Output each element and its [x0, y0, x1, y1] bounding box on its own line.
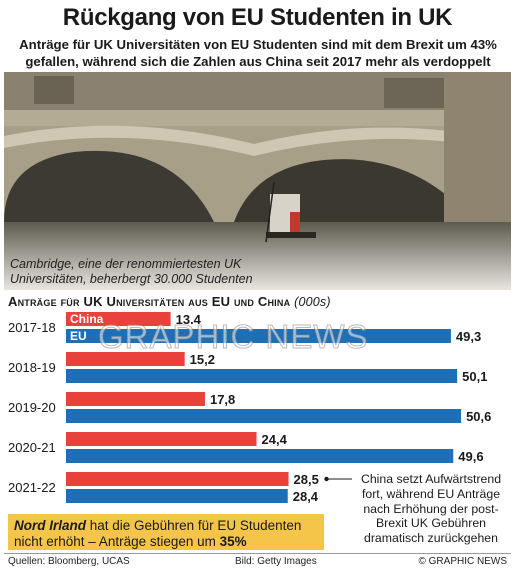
- data-label: 50,1: [462, 369, 487, 384]
- chart-title: Anträge für UK Universitäten aus EU und …: [8, 294, 331, 309]
- category-label: 2019-20: [8, 400, 56, 415]
- series-label: EU: [70, 329, 87, 343]
- data-label: 28,4: [293, 489, 319, 504]
- category-label: 2020-21: [8, 440, 56, 455]
- category-label: 2018-19: [8, 360, 56, 375]
- data-label: 49,3: [456, 329, 481, 344]
- category-label: 2017-18: [8, 320, 56, 335]
- bar-china: [66, 352, 185, 366]
- bar-eu: [66, 329, 451, 343]
- note-box: [8, 514, 324, 550]
- photo-caption: Cambridge, eine der renommiertesten UK U…: [10, 257, 253, 286]
- note-body: hat die Gebühren für EU Studenten nicht …: [14, 518, 302, 549]
- bar-eu: [66, 449, 454, 463]
- data-label: 17,8: [210, 392, 235, 407]
- footer-copyright: © GRAPHIC NEWS: [418, 556, 508, 567]
- chart-units: (000s): [294, 295, 331, 309]
- data-label: 50,6: [466, 409, 491, 424]
- bar-eu: [66, 409, 462, 423]
- bar-chart: 2017-18 13.4 China 49,3 EU 2018-19 15,2 50,1 201…: [8, 312, 491, 504]
- data-label: 15,2: [190, 352, 215, 367]
- footer-photo-credit: Bild: Getty Images: [235, 556, 317, 567]
- cambridge-bridge-photo: [4, 72, 511, 290]
- data-label: 24,4: [262, 432, 288, 447]
- chart-title-text: Anträge für UK Universitäten aus EU und …: [8, 294, 291, 309]
- footer-rule: [4, 553, 511, 554]
- bar-china: [66, 392, 205, 406]
- note-text: Nord Irland hat die Gebühren für EU Stud…: [14, 518, 324, 550]
- footer-sources: Quellen: Bloomberg, UCAS: [8, 556, 130, 567]
- data-label: 28,5: [294, 472, 319, 487]
- bar-eu: [66, 489, 288, 503]
- bar-eu: [66, 369, 458, 383]
- data-label: 49,6: [458, 449, 483, 464]
- note-region: Nord Irland: [14, 518, 87, 533]
- note-percent: 35%: [219, 534, 247, 549]
- category-label: 2021-22: [8, 480, 56, 495]
- chart-annotation: China setzt Aufwärtstrend fort, während …: [360, 472, 502, 546]
- page-title: Rückgang von EU Studenten in UK: [62, 4, 453, 31]
- bar-china: [66, 312, 171, 326]
- bar-china: [66, 472, 289, 486]
- data-label: 13.4: [176, 312, 202, 327]
- series-label: China: [70, 312, 104, 326]
- bar-china: [66, 432, 257, 446]
